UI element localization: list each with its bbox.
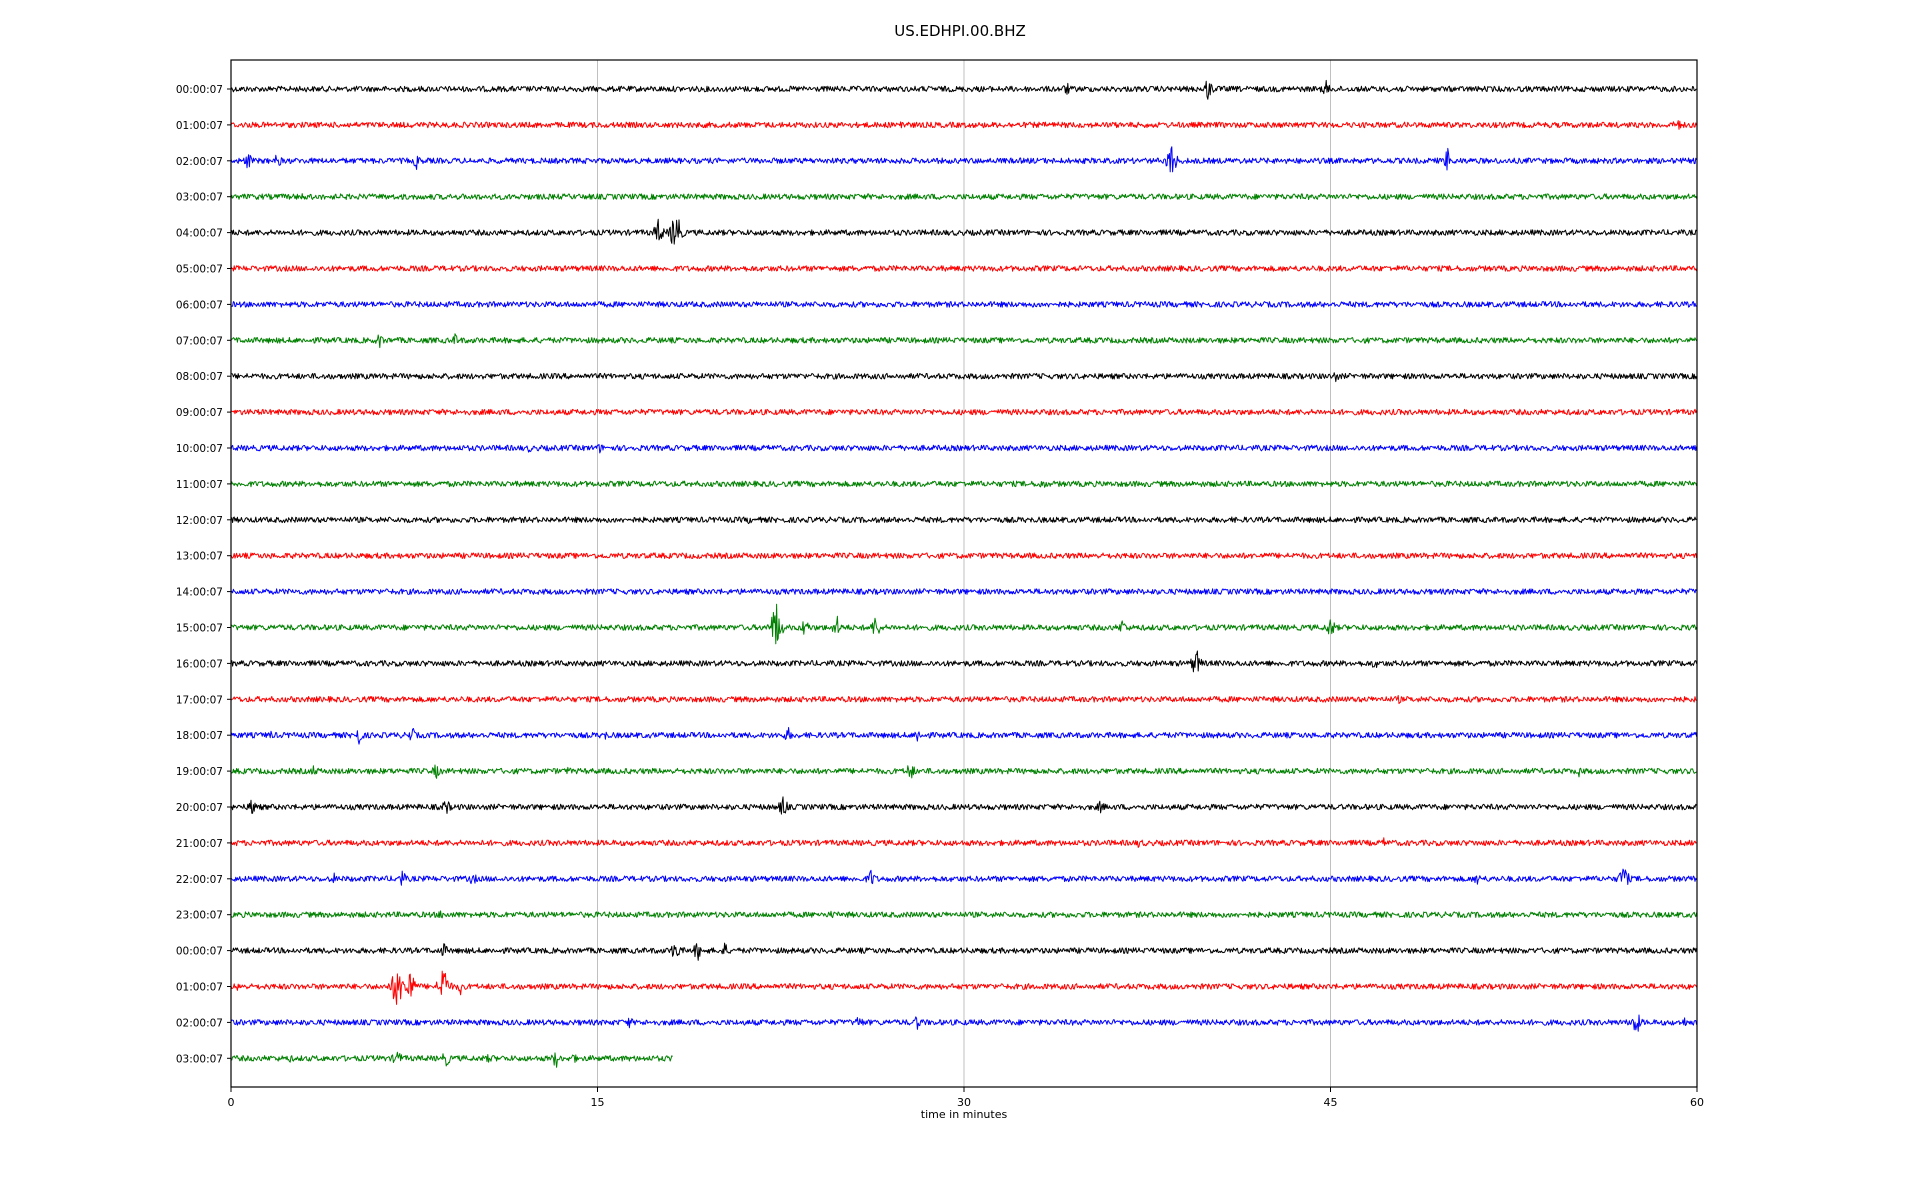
trace-line [230,603,1698,645]
row-time-labels: 00:00:07 01:00:07 02:00:07 03:00:07 04:00:07… [176,84,231,1065]
row-time-label: 12:00:07 [176,515,223,527]
trace-line [230,516,1697,525]
row-time-label: 07:00:07 [176,335,223,347]
row-time-label: 18:00:07 [176,730,223,742]
trace-line [230,120,1698,130]
row-time-label: 02:00:07 [176,156,223,168]
trace-line [230,910,1698,919]
row-time-label: 02:00:07 [176,1017,223,1029]
trace-line [230,868,1698,886]
row-time-label: 09:00:07 [176,407,223,419]
row-time-label: 00:00:07 [176,946,223,958]
row-time-label: 17:00:07 [176,694,223,706]
row-time-label: 16:00:07 [176,658,223,670]
trace-line [230,480,1698,488]
row-time-label: 04:00:07 [176,228,223,240]
x-tick-label: 60 [1690,1096,1704,1109]
trace-line [230,942,1698,961]
row-time-label: 03:00:07 [176,192,223,204]
trace-line [230,727,1698,745]
row-time-label: 03:00:07 [176,1053,223,1065]
trace-line [230,333,1698,349]
trace-line [230,408,1698,416]
trace-line [230,552,1698,559]
row-time-label: 00:00:07 [176,84,223,96]
row-time-label: 01:00:07 [176,120,223,132]
trace-line [230,796,1698,815]
trace-line [230,695,1697,705]
trace-group [230,79,1698,1068]
row-time-label: 01:00:07 [176,982,223,994]
x-tick-label: 30 [957,1096,971,1109]
row-time-label: 06:00:07 [176,299,223,311]
trace-line [230,650,1698,673]
trace-line [230,443,1698,454]
row-time-label: 05:00:07 [176,264,223,276]
row-time-label: 20:00:07 [176,802,223,814]
chart-title: US.EDHPI.00.BHZ [894,22,1026,40]
row-time-label: 14:00:07 [176,587,223,599]
trace-line [230,372,1698,383]
trace-line [230,79,1697,100]
x-axis-ticks: 0 15 30 45 60 [228,1087,1704,1109]
x-tick-label: 15 [591,1096,605,1109]
trace-line [230,764,1697,779]
row-time-label: 10:00:07 [176,443,223,455]
row-time-label: 08:00:07 [176,371,223,383]
grid-lines [597,60,1331,1087]
row-time-label: 15:00:07 [176,623,223,635]
trace-line [230,837,1697,848]
trace-line [230,1014,1698,1032]
trace-line [230,218,1697,245]
trace-line [230,301,1697,308]
row-time-label: 19:00:07 [176,766,223,778]
row-time-label: 22:00:07 [176,874,223,886]
trace-line [230,193,1698,200]
trace-line [230,265,1698,272]
row-time-label: 11:00:07 [176,479,223,491]
trace-line [230,1051,673,1068]
row-time-label: 23:00:07 [176,910,223,922]
row-time-label: 21:00:07 [176,838,223,850]
trace-line [230,146,1698,173]
x-tick-label: 45 [1324,1096,1338,1109]
trace-line [230,970,1698,1005]
trace-line [230,588,1698,595]
x-tick-label: 0 [228,1096,235,1109]
row-time-label: 13:00:07 [176,551,223,563]
x-axis-label: time in minutes [921,1108,1008,1121]
